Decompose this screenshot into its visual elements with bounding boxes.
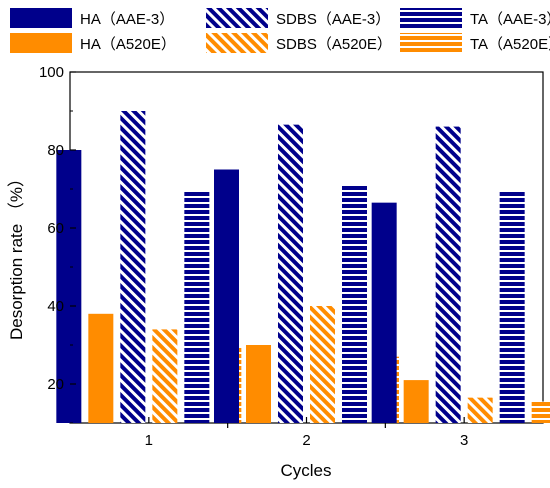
bar-ha-aae-3-cycle-2	[214, 169, 239, 423]
bar-ta-aae-3-cycle-2	[342, 185, 367, 423]
y-axis: 20 40 60 80 100	[39, 64, 76, 424]
y-tick-label: 100	[39, 64, 64, 81]
y-axis-label: Desorption rate （%）	[7, 170, 26, 340]
x-tick-label: 2	[302, 432, 310, 449]
bar-ha-a520e-cycle-2	[246, 345, 271, 423]
legend: HA（AAE-3） SDBS（AAE-3） TA（AAE-3） HA（A520E） SD…	[10, 8, 550, 53]
bar-ta-aae-3-cycle-3	[499, 190, 525, 423]
legend-label-sdbs-aae-3: SDBS（AAE-3）	[276, 11, 390, 28]
x-axis-label: Cycles	[280, 461, 331, 480]
legend-label-ta-aae-3: TA（AAE-3）	[470, 11, 550, 28]
bar-sdbs-a520e-cycle-3	[467, 397, 493, 423]
bar-ha-a520e-cycle-1	[88, 313, 114, 423]
legend-swatch-ta-a520e	[400, 33, 462, 53]
legend-swatch-ha-a520e	[10, 33, 72, 53]
legend-swatch-sdbs-a520e	[206, 33, 268, 53]
bar-ta-a520e-cycle-3	[531, 401, 550, 423]
bar-ha-aae-3-cycle-1	[56, 150, 82, 423]
bar-sdbs-a520e-cycle-2	[310, 306, 335, 423]
bar-ta-aae-3-cycle-1	[184, 190, 210, 423]
bars	[56, 111, 550, 424]
y-tick-label: 40	[47, 298, 64, 315]
bar-sdbs-aae-3-cycle-1	[120, 111, 146, 423]
bar-ha-a520e-cycle-3	[403, 380, 429, 423]
legend-swatch-ha-aae-3	[10, 8, 72, 28]
legend-swatch-sdbs-aae-3	[206, 8, 268, 28]
legend-label-ha-a520e: HA（A520E）	[80, 36, 176, 53]
y-tick-label: 80	[47, 142, 64, 159]
y-tick-label: 20	[47, 376, 64, 393]
y-tick-label: 60	[47, 220, 64, 237]
x-tick-label: 1	[145, 432, 153, 449]
bar-sdbs-aae-3-cycle-3	[435, 126, 461, 423]
bar-ha-aae-3-cycle-3	[371, 202, 397, 423]
bar-sdbs-aae-3-cycle-2	[278, 124, 303, 424]
legend-label-ta-a520e: TA（A520E）	[470, 36, 550, 53]
x-tick-label: 3	[460, 432, 468, 449]
legend-label-ha-aae-3: HA（AAE-3）	[80, 11, 174, 28]
legend-swatch-ta-aae-3	[400, 8, 462, 28]
bar-sdbs-a520e-cycle-1	[152, 329, 178, 423]
x-axis: 1 2 3	[145, 417, 468, 449]
legend-label-sdbs-a520e: SDBS（A520E）	[276, 36, 392, 53]
